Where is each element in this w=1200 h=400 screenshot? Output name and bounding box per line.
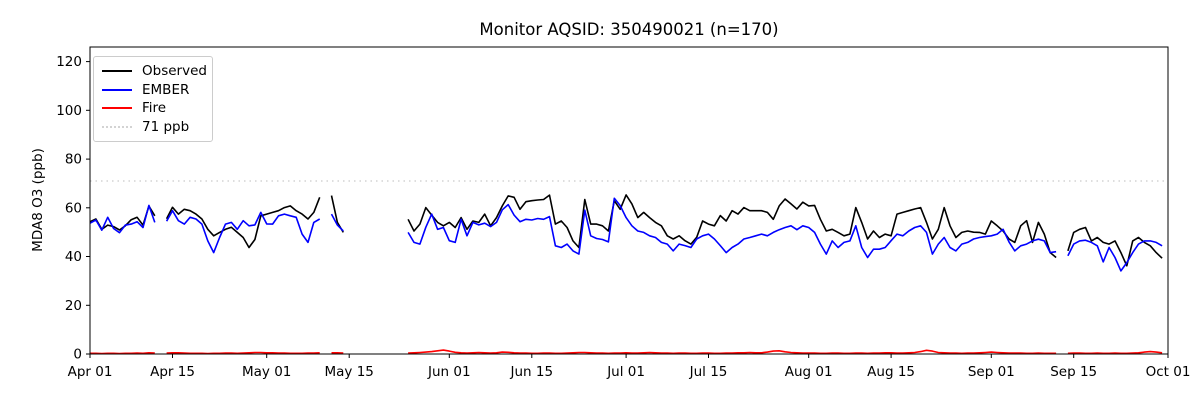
ember-line-sample — [102, 88, 132, 91]
axes-frame — [89, 46, 1169, 355]
y-tick-label: 0 — [73, 347, 82, 363]
legend-item-threshold: 71 ppb — [102, 118, 204, 137]
fire-line-sample — [102, 107, 132, 110]
series-line-ember — [89, 197, 1163, 272]
y-tick-label: 60 — [65, 200, 82, 216]
x-tick-label: May 15 — [325, 364, 374, 380]
legend-item-fire: Fire — [102, 99, 204, 118]
legend-item-observed: Observed — [102, 62, 207, 81]
x-tick-label: Apr 15 — [150, 364, 195, 380]
x-tick-label: Jul 01 — [606, 364, 645, 380]
series-line-fire — [90, 349, 1163, 355]
y-tick-label: 40 — [65, 249, 82, 265]
x-tick-label: Jul 15 — [689, 364, 728, 380]
x-tick-label: Apr 01 — [68, 364, 113, 380]
x-tick-label: Aug 15 — [867, 364, 915, 380]
legend-label-ember: EMBER — [142, 81, 190, 98]
y-tick-label: 80 — [65, 152, 82, 168]
threshold-line-sample — [102, 125, 132, 128]
x-tick-label: Aug 01 — [785, 364, 833, 380]
legend-label-observed: Observed — [142, 63, 207, 80]
x-tick-label: Jun 01 — [427, 364, 471, 380]
x-tick-label: Sep 01 — [968, 364, 1015, 380]
legend-label-fire: Fire — [142, 100, 167, 117]
x-tick-label: Jun 15 — [510, 364, 554, 380]
y-axis-label: MDA8 O3 (ppb) — [30, 148, 46, 252]
legend: Observed EMBER Fire 71 ppb — [93, 56, 213, 142]
legend-item-ember: EMBER — [102, 81, 204, 100]
x-tick-label: Oct 01 — [1146, 364, 1191, 380]
y-tick-label: 100 — [56, 103, 82, 119]
observed-line-sample — [102, 70, 132, 73]
legend-label-threshold: 71 ppb — [142, 118, 190, 135]
y-tick-label: 120 — [56, 54, 82, 70]
y-tick-label: 20 — [65, 298, 82, 314]
x-tick-label: Sep 15 — [1050, 364, 1097, 380]
x-tick-label: May 01 — [242, 364, 291, 380]
chart-title: Monitor AQSID: 350490021 (n=170) — [479, 20, 779, 39]
